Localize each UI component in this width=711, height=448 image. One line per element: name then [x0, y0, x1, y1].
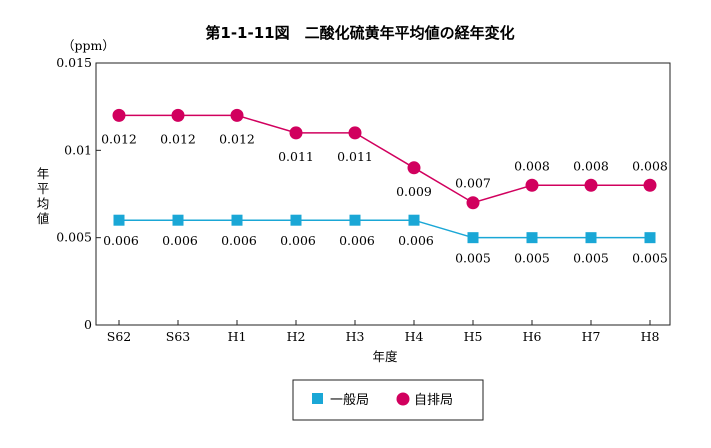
chart-title: 第1-1-11図 二酸化硫黄年平均値の経年変化: [205, 24, 514, 42]
data-label: 0.005: [455, 251, 491, 266]
x-tick-label: H7: [582, 329, 601, 344]
data-label: 0.012: [219, 131, 255, 146]
square-data-point: [349, 214, 361, 226]
square-data-point: [113, 214, 125, 226]
data-label: 0.005: [514, 251, 550, 266]
square-data-point: [644, 232, 656, 244]
x-tick-label: H8: [641, 329, 660, 344]
square-data-point: [172, 214, 184, 226]
square-data-point: [290, 214, 302, 226]
circle-data-point: [112, 108, 126, 122]
x-tick-label: H2: [287, 329, 306, 344]
data-label: 0.005: [632, 251, 668, 266]
y-tick-label: 0.01: [64, 142, 92, 157]
legend-label-roadside: 自排局: [414, 393, 453, 408]
data-label: 0.006: [221, 233, 257, 248]
data-label: 0.012: [160, 131, 196, 146]
y-ticks: 0 0.005 0.01 0.015: [56, 55, 101, 332]
data-label: 0.012: [101, 131, 137, 146]
y-axis-label: 年平均値: [37, 166, 50, 226]
legend: 一般局 自排局: [292, 379, 484, 421]
x-axis-label: 年度: [372, 349, 398, 364]
square-data-point: [526, 232, 538, 244]
y-axis-label-char: 均: [37, 196, 50, 211]
data-label: 0.006: [398, 233, 434, 248]
square-data-point: [585, 232, 597, 244]
x-tick-label: H5: [464, 329, 483, 344]
x-tick-label: S63: [166, 329, 191, 344]
series-line-1: [119, 114, 650, 204]
x-ticks: S62 S63 H1 H2 H3 H4 H5 H6 H7 H8: [107, 320, 660, 344]
square-data-point: [467, 232, 479, 244]
legend-box: [292, 379, 484, 421]
circle-data-point: [466, 196, 480, 210]
circle-data-point: [584, 178, 598, 192]
series-layer: 0.006 0.006 0.006 0.006 0.006 0.006 0.005 0.005…: [101, 108, 668, 266]
data-label: 0.009: [396, 184, 432, 199]
legend-circle-marker: [396, 392, 410, 406]
data-label: 0.006: [162, 233, 198, 248]
series-line-0: [119, 219, 650, 239]
legend-label-general: 一般局: [330, 392, 369, 408]
x-tick-label: H6: [523, 329, 542, 344]
legend-square-marker: [312, 393, 323, 404]
data-label: 0.011: [278, 149, 314, 164]
data-label: 0.008: [573, 158, 609, 173]
data-label: 0.006: [339, 233, 375, 248]
data-label: 0.005: [573, 251, 609, 266]
circle-data-point: [230, 108, 244, 122]
square-data-point: [408, 214, 420, 226]
x-tick-label: H1: [228, 329, 247, 344]
data-label: 0.006: [103, 233, 139, 248]
circle-data-point: [171, 108, 185, 122]
x-tick-label: H4: [405, 329, 424, 344]
y-tick-label: 0: [84, 317, 92, 332]
y-tick-label: 0.005: [56, 230, 92, 245]
plot-frame: [95, 62, 671, 326]
data-label: 0.008: [514, 158, 550, 173]
x-tick-label: S62: [107, 329, 131, 344]
unit-label: （ppm）: [62, 38, 115, 53]
square-data-point: [231, 214, 243, 226]
data-label: 0.007: [455, 176, 491, 191]
data-label: 0.006: [280, 233, 316, 248]
x-tick-label: H3: [346, 329, 365, 344]
circle-data-point: [289, 126, 303, 140]
circle-data-point: [348, 126, 362, 140]
circle-data-point: [643, 178, 657, 192]
y-axis-label-char: 値: [37, 211, 50, 226]
circle-data-point: [525, 178, 539, 192]
y-axis-label-char: 平: [37, 181, 50, 196]
y-axis-label-char: 年: [37, 166, 50, 181]
data-label: 0.011: [337, 149, 373, 164]
data-label: 0.008: [632, 158, 668, 173]
y-tick-label: 0.015: [56, 55, 92, 70]
circle-data-point: [407, 161, 421, 175]
